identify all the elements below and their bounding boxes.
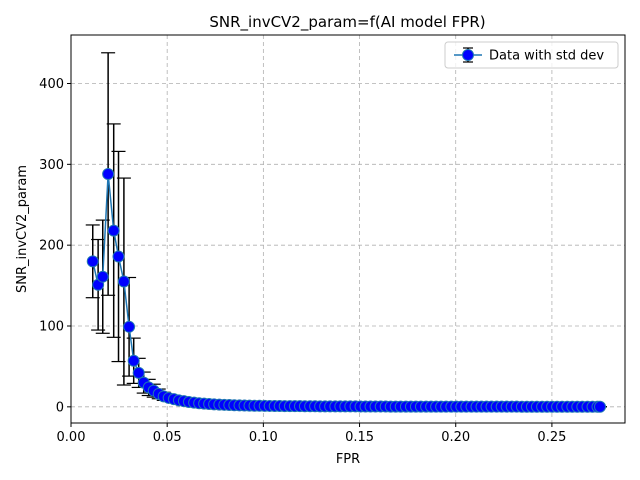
data-point [117,275,130,288]
x-tick-label: 0.05 [153,430,182,445]
data-point [96,270,109,283]
y-tick-label: 300 [39,158,64,173]
x-tick-label: 0.20 [441,430,470,445]
y-tick-label: 400 [39,77,64,92]
data-point [127,354,140,367]
x-tick-label: 0.00 [57,430,86,445]
legend: Data with std dev [444,41,619,69]
y-tick-label: 0 [56,400,64,415]
data-point [107,224,120,237]
legend-box [444,41,619,69]
data-point [112,250,125,263]
data-point [102,168,115,181]
y-axis-label: SNR_invCV2_param [15,165,30,293]
data-point [123,320,136,333]
x-tick-label: 0.25 [537,430,566,445]
y-tick-label: 200 [39,239,64,254]
axes: 0.00 0.05 0.10 0.15 0.20 0.25 0 100 200 300 400 [39,77,566,445]
x-axis-label: FPR [336,452,360,467]
legend-marker [462,49,474,61]
chart-title: SNR_invCV2_param=f(AI model FPR) [209,13,485,32]
y-tick-label: 100 [39,320,64,335]
legend-entry-label: Data with std dev [489,49,604,64]
data-point [132,366,145,379]
data-point [593,400,606,413]
plot-area [85,52,607,413]
x-tick-label: 0.15 [345,430,374,445]
axes-frame [70,34,626,424]
x-tick-label: 0.10 [249,430,278,445]
data-point [86,255,99,268]
